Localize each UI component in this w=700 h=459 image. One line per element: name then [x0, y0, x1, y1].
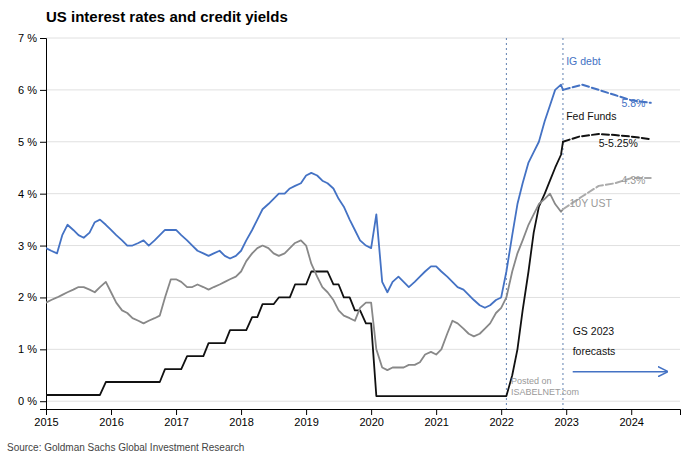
- x-tick: 2021: [424, 409, 448, 428]
- grid-line: [46, 245, 680, 246]
- y-tick: 5 %: [18, 136, 46, 148]
- annotation: 5.8%: [621, 97, 645, 109]
- grid-line: [46, 141, 680, 142]
- y-tick-mark: [40, 38, 46, 39]
- y-tick: 0 %: [18, 395, 46, 407]
- y-tick: 3 %: [18, 240, 46, 252]
- grid-line: [46, 38, 680, 39]
- y-tick: 1 %: [18, 343, 46, 355]
- y-tick-mark: [40, 401, 46, 402]
- x-tick-mark: [501, 409, 502, 415]
- y-axis-line: [40, 39, 47, 410]
- x-tick-mark: [241, 409, 242, 415]
- annotation: 4.3%: [621, 174, 645, 186]
- x-tick-label: 2021: [424, 416, 448, 428]
- x-tick: 2024: [619, 409, 643, 428]
- annotations: IG debt 5.8% Fed Funds 5-5.25% 4.3% 10Y UST GS…: [511, 55, 645, 397]
- annotation: 10Y UST: [569, 197, 612, 209]
- y-tick: 7 %: [18, 32, 46, 44]
- x-tick: 2017: [164, 409, 188, 428]
- y-tick-mark: [40, 349, 46, 350]
- reference-line: [506, 38, 507, 409]
- x-tick-label: 2016: [99, 416, 123, 428]
- y-tick-label: 2 %: [18, 291, 37, 303]
- x-tick: 2016: [99, 409, 123, 428]
- x-tick: 2018: [229, 409, 253, 428]
- source: Source: Goldman Sachs Global Investment …: [7, 442, 244, 453]
- y-axis: 0 % 1 % 2 % 3 % 4 % 5 % 6 % 7 %: [18, 32, 46, 409]
- grid-line: [46, 401, 680, 402]
- x-tick-mark: [371, 409, 372, 415]
- x-tick-mark: [176, 409, 177, 415]
- y-tick-mark: [40, 246, 46, 247]
- y-tick-label: 3 %: [18, 240, 37, 252]
- plot: 2015 2016 2017 2018 2019 2020 2021 2022 2023 2024…: [18, 32, 680, 428]
- y-tick-mark: [40, 194, 46, 195]
- y-tick-label: 7 %: [18, 32, 37, 44]
- line: [46, 142, 563, 396]
- arrow: [573, 371, 667, 373]
- grid-line: [46, 297, 680, 298]
- x-tick: 2022: [489, 409, 513, 428]
- y-tick-mark: [40, 297, 46, 298]
- x-tick-mark: [631, 409, 632, 415]
- y-tick: 2 %: [18, 291, 46, 303]
- annotation: IG debt: [566, 55, 601, 67]
- annotation: 5-5.25%: [599, 137, 638, 149]
- x-tick: 2019: [294, 409, 318, 428]
- x-tick-mark: [306, 409, 307, 415]
- y-tick: 6 %: [18, 84, 46, 96]
- x-tick-label: 2018: [229, 416, 253, 428]
- y-tick: 4 %: [18, 188, 46, 200]
- x-tick-label: 2024: [619, 416, 643, 428]
- x-tick-mark: [111, 409, 112, 415]
- x-tick-mark: [436, 409, 437, 415]
- grid: [46, 38, 680, 401]
- x-tick: 2023: [554, 409, 578, 428]
- watermark-line: Posted on: [511, 376, 552, 386]
- x-tick-label: 2020: [359, 416, 383, 428]
- y-tick-mark: [40, 142, 46, 143]
- y-tick-label: 5 %: [18, 136, 37, 148]
- annotation: forecasts: [573, 345, 616, 357]
- x-tick-mark: [566, 409, 567, 415]
- y-tick-label: 0 %: [18, 395, 37, 407]
- annotation: GS 2023: [573, 325, 615, 337]
- title: US interest rates and credit yields: [46, 8, 288, 25]
- x-tick-label: 2015: [34, 416, 58, 428]
- x-tick-label: 2023: [554, 416, 578, 428]
- x-tick-label: 2022: [489, 416, 513, 428]
- x-tick: 2015: [34, 409, 58, 428]
- y-tick-label: 1 %: [18, 343, 37, 355]
- watermark: Posted onISABELNET.com: [511, 376, 579, 397]
- grid-line: [46, 89, 680, 90]
- x-axis: 2015 2016 2017 2018 2019 2020 2021 2022 2023 2024: [34, 409, 680, 428]
- marks: [46, 38, 667, 409]
- watermark-line: ISABELNET.com: [511, 387, 579, 397]
- line: [46, 85, 563, 308]
- y-tick-label: 6 %: [18, 84, 37, 96]
- x-axis-line: [47, 410, 681, 416]
- y-tick-label: 4 %: [18, 188, 37, 200]
- reference-line: [562, 38, 563, 409]
- x-tick-label: 2017: [164, 416, 188, 428]
- chart: 2015 2016 2017 2018 2019 2020 2021 2022 2023 2024…: [0, 0, 700, 459]
- y-tick-mark: [40, 90, 46, 91]
- x-tick-label: 2019: [294, 416, 318, 428]
- line: [46, 194, 563, 370]
- annotation: Fed Funds: [566, 110, 616, 122]
- x-tick: 2020: [359, 409, 383, 428]
